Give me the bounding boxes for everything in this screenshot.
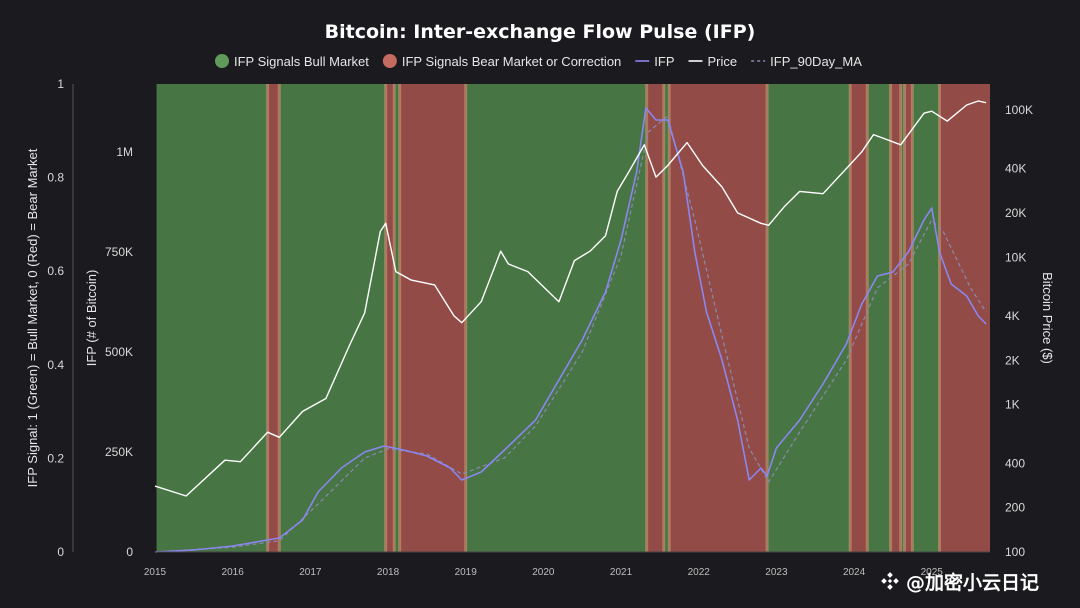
regime-boundary [667,84,671,552]
legend: IFP Signals Bull Market IFP Signals Bear … [215,54,862,69]
regime-band-bear [939,84,990,552]
axes: 0 0.2 0.4 0.6 0.8 1 0 250K 500K 750K 1M 100 200 400 1K… [25,77,1055,578]
x-tick-label: 2019 [455,567,478,578]
price-tick-label: 1K [1005,398,1020,412]
price-tick-label: 100K [1005,103,1033,117]
signal-axis-label: IFP Signal: 1 (Green) = Bull Market, 0 (… [25,148,40,487]
regime-boundary [398,84,402,552]
x-tick-label: 2022 [688,567,711,578]
chart-title: Bitcoin: Inter-exchange Flow Pulse (IFP) [325,21,756,43]
legend-label: IFP [654,54,674,69]
regime-boundary [903,84,907,552]
signal-tick-label: 0.2 [47,451,64,465]
ifp-tick-label: 0 [126,545,133,559]
signal-tick-label: 1 [57,77,64,91]
x-tick-label: 2017 [299,567,322,578]
price-tick-label: 40K [1005,162,1026,176]
regime-boundary [277,84,281,552]
x-tick-label: 2020 [532,567,555,578]
regime-band-bear [890,84,901,552]
signal-tick-label: 0.8 [47,171,64,185]
price-tick-label: 200 [1005,501,1025,515]
regime-band-bear [904,84,913,552]
regime-boundary [848,84,852,552]
legend-label: Price [708,54,738,69]
regime-band-bull [394,84,400,552]
signal-tick-label: 0.6 [47,264,64,278]
regime-band-bull [279,84,386,552]
ifp-axis-label: IFP (# of Bitcoin) [84,270,99,367]
regime-band-bear [399,84,466,552]
signal-tick-label: 0.4 [47,358,64,372]
regime-boundary [765,84,769,552]
regime-boundary [889,84,893,552]
regime-boundary [266,84,270,552]
regime-band-bull [663,84,670,552]
watermark: @加密小云日记 [880,568,1039,595]
price-axis-label: Bitcoin Price ($) [1040,272,1055,364]
regime-band-bull [767,84,851,552]
price-tick-label: 400 [1005,456,1025,470]
x-tick-label: 2015 [144,567,167,578]
x-tick-label: 2024 [843,567,866,578]
watermark-logo-icon [881,572,899,590]
ifp-tick-label: 250K [105,445,133,459]
legend-marker [382,54,397,68]
regime-band-bear [385,84,395,552]
regime-band-bear [850,84,868,552]
regime-boundary [938,84,942,552]
regime-band-bear [267,84,280,552]
regime-boundary [910,84,914,552]
x-tick-label: 2025 [921,567,944,578]
legend-label: IFP Signals Bear Market or Correction [402,54,621,69]
ifp-line [154,107,987,553]
x-tick-label: 2018 [377,567,400,578]
legend-label: IFP_90Day_MA [770,54,862,69]
regime-boundary [899,84,903,552]
regime-boundary [645,84,649,552]
regime-band-bull [156,84,268,552]
ifp-tick-label: 500K [105,345,133,359]
price-tick-label: 4K [1005,309,1020,323]
series-layer [154,100,987,553]
price-line [154,100,987,497]
signal-tick-label: 0 [57,545,64,559]
regime-band-bull [867,84,891,552]
regime-boundary [392,84,396,552]
ifp-tick-label: 1M [116,145,133,159]
ifp-tick-label: 750K [105,245,133,259]
regime-band-bull [912,84,940,552]
price-tick-label: 10K [1005,250,1026,264]
regime-boundary [384,84,388,552]
legend-label: IFP Signals Bull Market [234,54,369,69]
price-tick-label: 20K [1005,206,1026,220]
regime-boundary [662,84,666,552]
x-tick-label: 2016 [222,567,245,578]
price-tick-label: 100 [1005,545,1025,559]
signal-regions [156,84,990,552]
regime-band-bull [465,84,647,552]
regime-band-bear [646,84,664,552]
ifp-90day-ma-line [154,115,987,553]
price-tick-label: 2K [1005,353,1020,367]
legend-marker [215,54,229,68]
regime-boundary [865,84,869,552]
x-tick-label: 2021 [610,567,633,578]
x-tick-label: 2023 [765,567,788,578]
regime-band-bull [900,84,905,552]
